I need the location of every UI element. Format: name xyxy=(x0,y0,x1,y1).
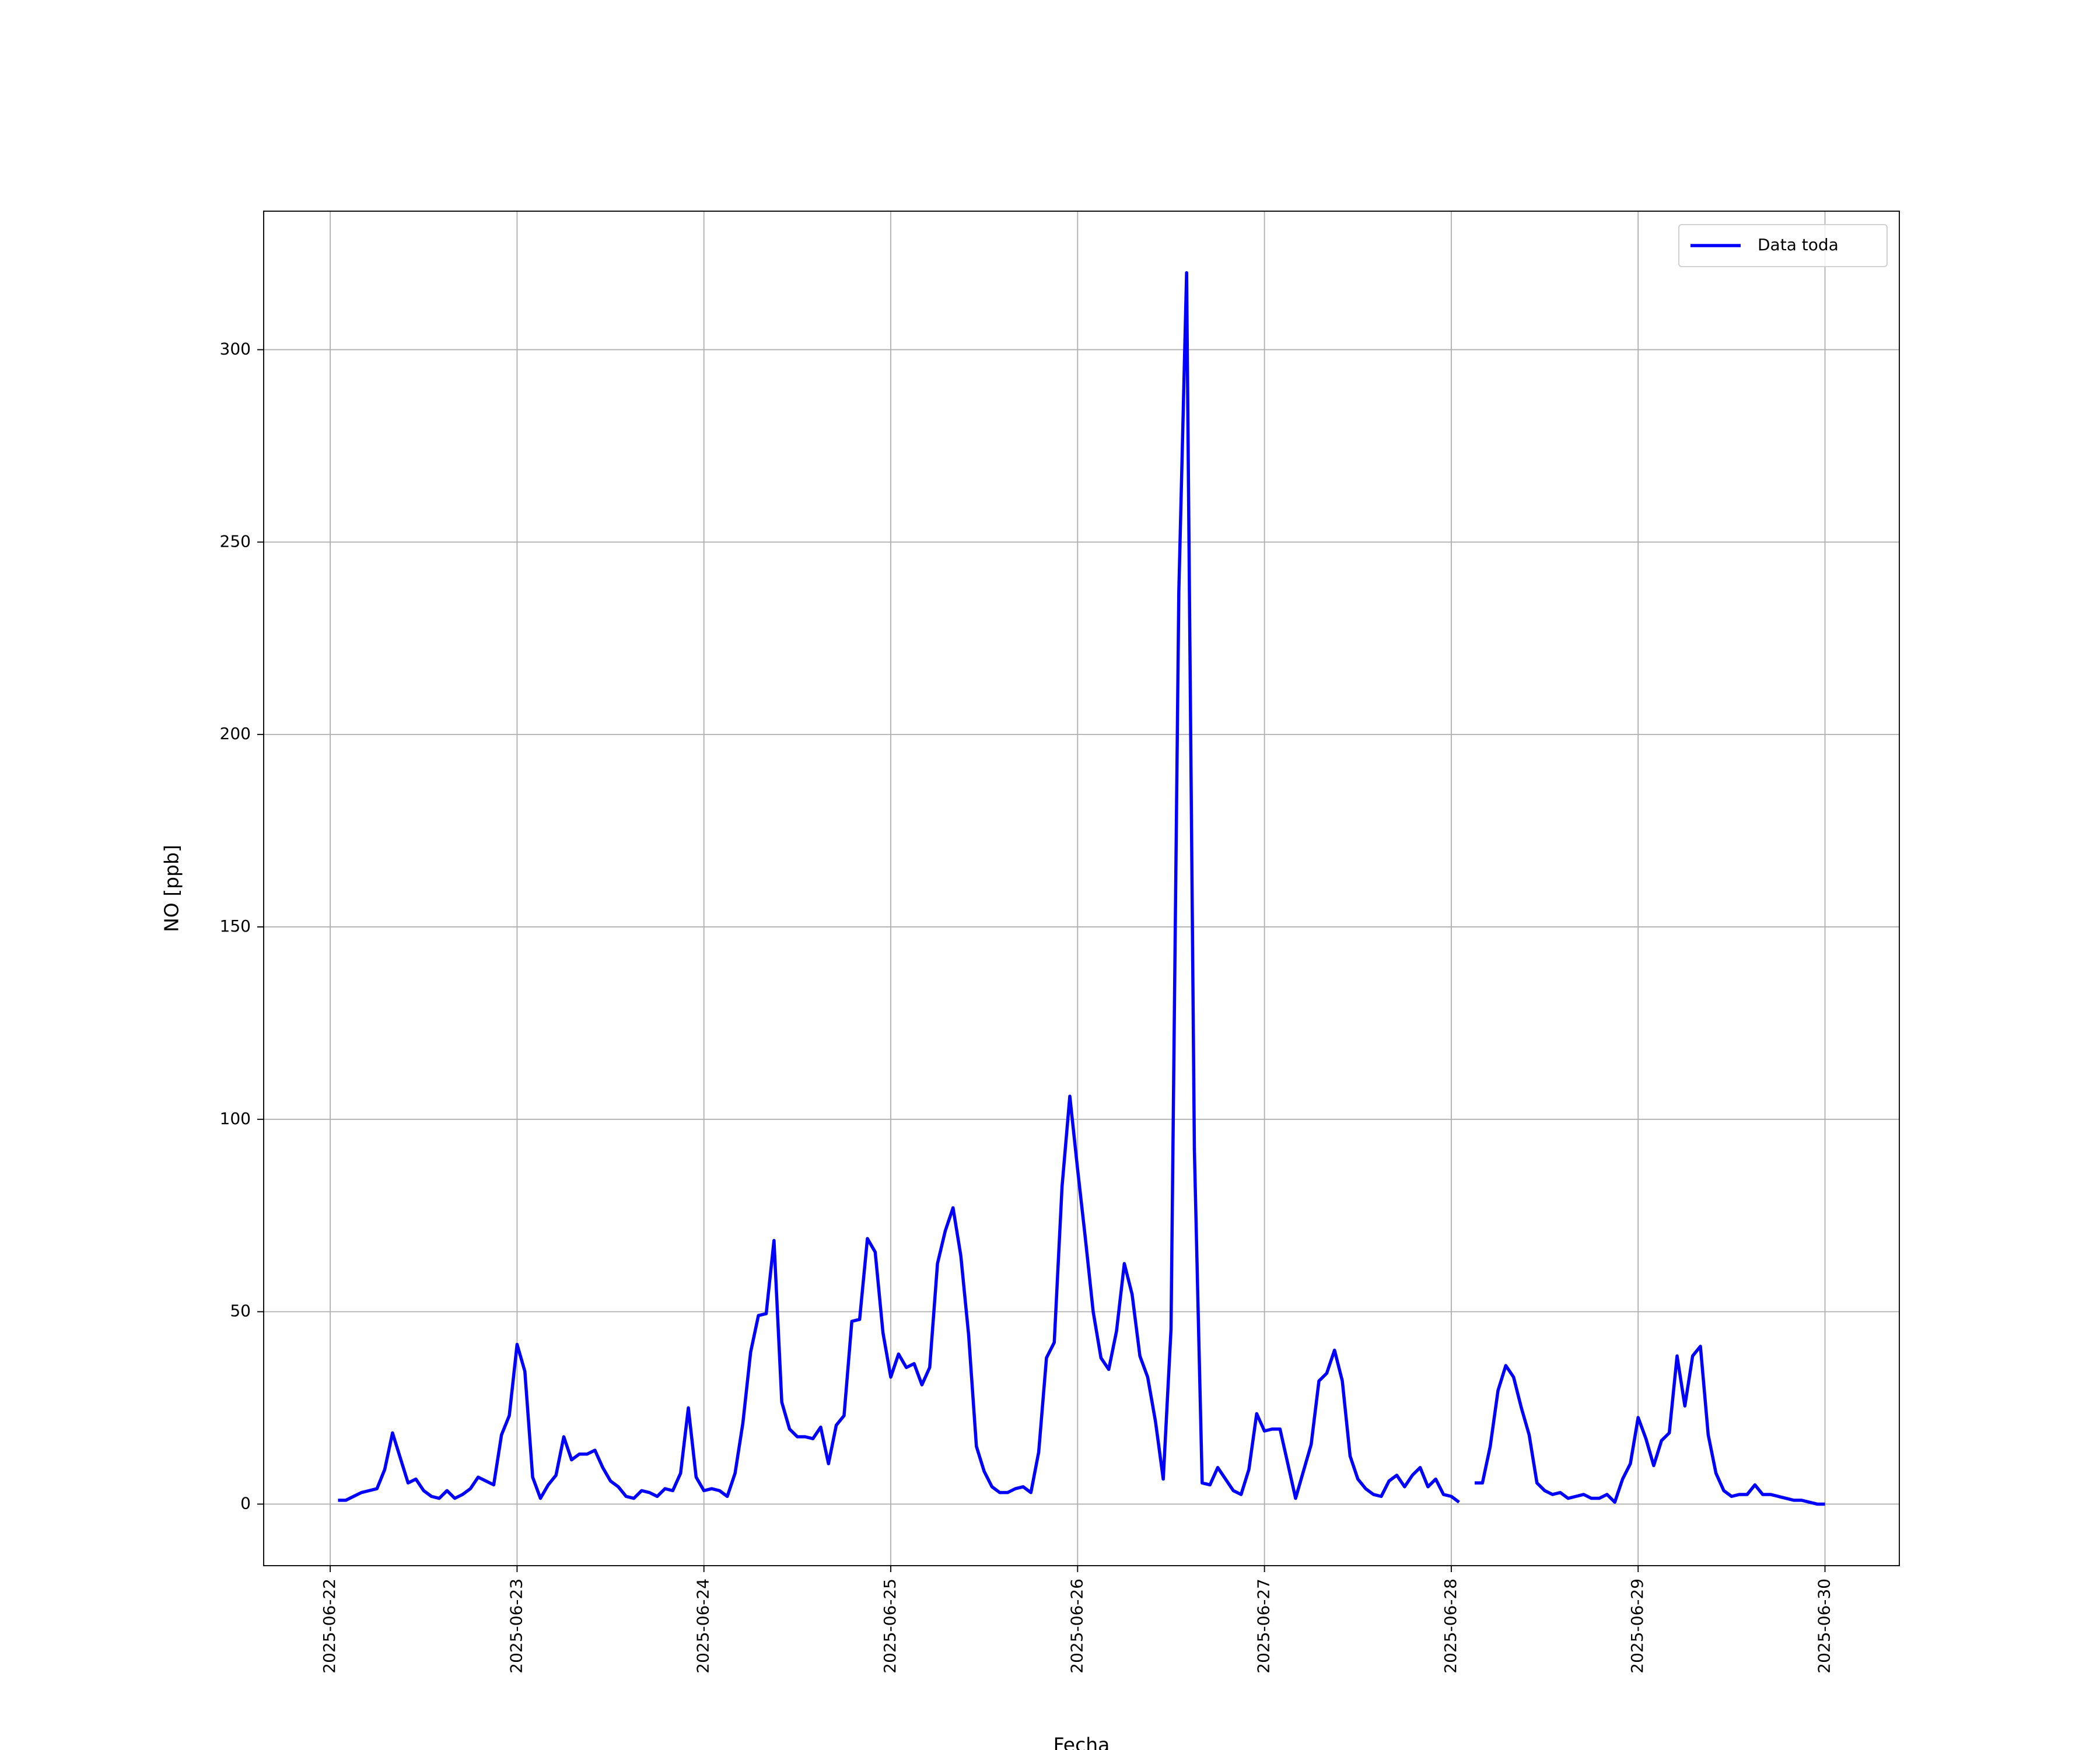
x-tick-label: 2025-06-22 xyxy=(320,1578,339,1674)
data-line xyxy=(1474,1345,1825,1506)
legend-label: Data toda xyxy=(1758,235,1839,254)
y-tick-label: 100 xyxy=(220,1109,251,1128)
y-tick-label: 150 xyxy=(220,916,251,936)
x-tick-label: 2025-06-29 xyxy=(1628,1578,1647,1674)
x-tick-label: 2025-06-23 xyxy=(506,1578,526,1674)
y-tick-label: 250 xyxy=(220,531,251,551)
x-tick-label: 2025-06-25 xyxy=(880,1578,900,1674)
y-tick-label: 200 xyxy=(220,724,251,743)
x-axis-label: Fecha xyxy=(1054,1734,1110,1750)
x-tick-label: 2025-06-27 xyxy=(1254,1578,1273,1674)
x-tick-label: 2025-06-24 xyxy=(694,1578,713,1674)
y-tick-label: 0 xyxy=(240,1493,251,1513)
y-tick-label: 300 xyxy=(220,339,251,358)
x-tick-label: 2025-06-28 xyxy=(1441,1578,1460,1674)
legend-box xyxy=(1678,224,1888,267)
x-tick-label: 2025-06-26 xyxy=(1067,1578,1086,1674)
y-tick-label: 50 xyxy=(230,1301,251,1321)
data-line xyxy=(338,271,1460,1504)
plot-frame xyxy=(263,211,1900,1566)
y-axis-label: NO [ppb] xyxy=(160,845,183,932)
x-tick-label: 2025-06-30 xyxy=(1815,1578,1834,1674)
